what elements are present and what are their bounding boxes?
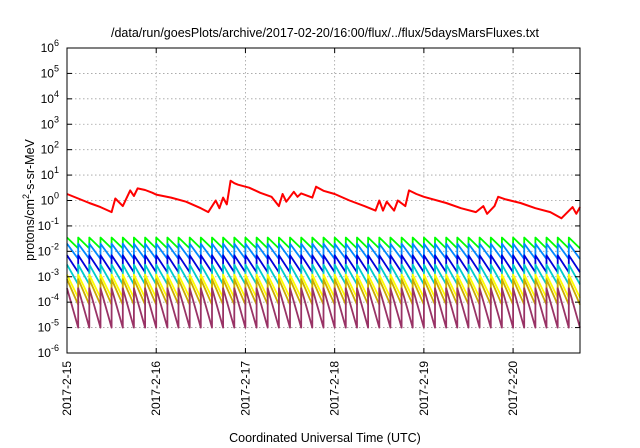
y-tick-label: 102 xyxy=(41,140,59,157)
x-axis: 2017-2-15 2017-2-16 2017-2-17 2017-2-18 2017… xyxy=(60,48,520,416)
y-tick-base: 10 xyxy=(41,92,55,106)
x-tick-label: 2017-2-16 xyxy=(149,361,163,416)
data-series xyxy=(66,179,581,329)
x-tick-label: 2017-2-20 xyxy=(506,361,520,416)
y-tick-exp: 4 xyxy=(54,89,59,99)
x-tick-label: 2017-2-15 xyxy=(60,361,74,416)
y-tick-exp: 2 xyxy=(54,140,59,150)
y-tick-exp: 3 xyxy=(54,114,59,124)
y-tick-label: 104 xyxy=(41,89,59,106)
y-tick-exp: -2 xyxy=(51,241,59,251)
y-axis-title: protons/cm2-s-sr-MeV xyxy=(21,138,37,260)
y-tick-base: 10 xyxy=(38,270,52,284)
y-tick-base: 10 xyxy=(41,117,55,131)
chart-title: /data/run/goesPlots/archive/2017-02-20/1… xyxy=(111,26,540,40)
y-tick-base: 10 xyxy=(41,66,55,80)
series-line xyxy=(66,287,581,329)
y-tick-base: 10 xyxy=(41,194,55,208)
y-tick-base: 10 xyxy=(41,41,55,55)
y-tick-label: 10-4 xyxy=(38,292,59,309)
x-tick-label: 2017-2-18 xyxy=(328,361,342,416)
y-tick-exp: -1 xyxy=(51,216,59,226)
y-tick-base: 10 xyxy=(38,321,52,335)
y-tick-label: 100 xyxy=(41,191,59,208)
y-tick-base: 10 xyxy=(38,244,52,258)
y-tick-base: 10 xyxy=(38,219,52,233)
y-tick-label: 10-6 xyxy=(38,343,59,360)
y-tick-label: 106 xyxy=(41,38,59,55)
y-tick-label: 10-3 xyxy=(38,267,59,284)
y-axis-title-post: -s-sr-MeV xyxy=(23,138,37,194)
series-line xyxy=(66,179,581,220)
y-tick-exp: -4 xyxy=(51,292,59,302)
x-tick-label: 2017-2-19 xyxy=(417,361,431,416)
y-tick-base: 10 xyxy=(41,143,55,157)
y-tick-exp: 1 xyxy=(54,165,59,175)
y-tick-label: 10-1 xyxy=(38,216,59,233)
y-axis-title-sup: 2 xyxy=(21,194,31,199)
x-tick-label: 2017-2-17 xyxy=(238,361,252,416)
y-tick-exp: 0 xyxy=(54,191,59,201)
y-tick-label: 105 xyxy=(41,63,59,80)
y-tick-exp: 5 xyxy=(54,63,59,73)
y-tick-exp: -6 xyxy=(51,343,59,353)
y-tick-label: 10-5 xyxy=(38,318,59,335)
y-tick-exp: -3 xyxy=(51,267,59,277)
y-tick-exp: 6 xyxy=(54,38,59,48)
y-tick-base: 10 xyxy=(41,168,55,182)
y-tick-base: 10 xyxy=(38,295,52,309)
y-tick-exp: -5 xyxy=(51,318,59,328)
y-tick-label: 101 xyxy=(41,165,59,182)
y-axis: 10-610-510-410-310-210-11001011021031041… xyxy=(38,38,580,360)
y-tick-base: 10 xyxy=(38,346,52,360)
y-tick-label: 10-2 xyxy=(38,241,59,258)
y-axis-title-pre: protons/cm xyxy=(23,199,37,261)
x-axis-title: Coordinated Universal Time (UTC) xyxy=(229,431,421,445)
y-tick-label: 103 xyxy=(41,114,59,131)
